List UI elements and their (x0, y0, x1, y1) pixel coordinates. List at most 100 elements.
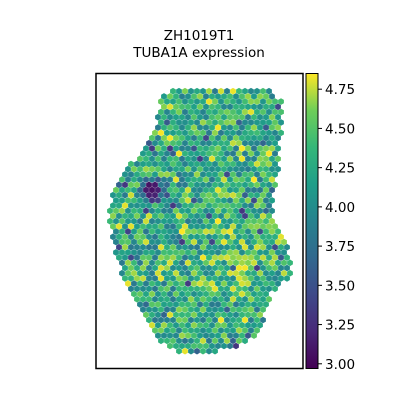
expression-spot (167, 238, 173, 246)
expression-spot (209, 165, 215, 173)
expression-spot (161, 332, 167, 339)
expression-spot (221, 290, 227, 298)
expression-spot (164, 254, 170, 261)
expression-spot (167, 176, 173, 183)
expression-spot (215, 269, 221, 277)
expression-spot (236, 264, 242, 272)
expression-spot (245, 176, 251, 183)
expression-spot (158, 129, 164, 137)
expression-spot (149, 165, 155, 173)
expression-spot (206, 243, 212, 251)
expression-spot (200, 129, 206, 137)
expression-spot (155, 301, 161, 308)
expression-spot (155, 176, 161, 183)
expression-spot (122, 243, 128, 251)
expression-spot (137, 238, 143, 246)
expression-spot (155, 311, 161, 319)
expression-spot (116, 181, 122, 189)
expression-spot (242, 87, 248, 95)
expression-spot (179, 103, 185, 111)
expression-spot (155, 332, 161, 339)
expression-spot (230, 295, 236, 303)
colorbar-tick-label: 3.50 (325, 278, 355, 294)
expression-spot (128, 171, 134, 178)
expression-spot (224, 119, 230, 126)
expression-spot (209, 259, 215, 267)
expression-spot (134, 223, 140, 230)
expression-spot (254, 129, 260, 137)
expression-spot (212, 212, 218, 220)
expression-spot (116, 223, 122, 230)
expression-spot (266, 233, 272, 241)
expression-spot (146, 316, 152, 324)
expression-spot (203, 186, 209, 194)
expression-spot (278, 98, 284, 105)
expression-spot (164, 243, 170, 251)
expression-spot (176, 108, 182, 116)
expression-spot (149, 228, 155, 235)
expression-spot (281, 249, 287, 256)
expression-spot (131, 249, 137, 256)
expression-spot (260, 285, 266, 293)
expression-spot (230, 233, 236, 241)
expression-spot (167, 342, 173, 350)
expression-spot (221, 207, 227, 215)
expression-spot (173, 93, 179, 100)
expression-spot (191, 332, 197, 339)
expression-spot (191, 249, 197, 256)
expression-spot (260, 191, 266, 199)
expression-spot (218, 171, 224, 178)
expression-spot (248, 264, 254, 272)
expression-spot (275, 259, 281, 267)
expression-spot (239, 228, 245, 235)
expression-spot (209, 217, 215, 225)
expression-spot (272, 285, 278, 293)
expression-spot (200, 202, 206, 209)
expression-spot (200, 108, 206, 116)
expression-spot (224, 160, 230, 168)
expression-spot (176, 191, 182, 199)
expression-spot (194, 295, 200, 303)
expression-spot (269, 259, 275, 267)
expression-spot (128, 202, 134, 209)
expression-spot (257, 113, 263, 121)
expression-spot (230, 129, 236, 137)
expression-spot (143, 290, 149, 298)
expression-spot (134, 212, 140, 220)
expression-spot (260, 108, 266, 116)
expression-spot (245, 269, 251, 277)
expression-spot (149, 134, 155, 142)
expression-spot (269, 238, 275, 246)
expression-spot (218, 275, 224, 282)
expression-spot (266, 285, 272, 293)
expression-spot (203, 280, 209, 287)
expression-spot (233, 113, 239, 121)
expression-spot (209, 228, 215, 235)
expression-spot (182, 160, 188, 168)
expression-spot (230, 150, 236, 157)
expression-spot (260, 254, 266, 261)
expression-spot (128, 233, 134, 241)
expression-spot (173, 113, 179, 121)
expression-spot (176, 316, 182, 324)
expression-spot (218, 108, 224, 116)
expression-spot (200, 347, 206, 355)
expression-spot (191, 145, 197, 152)
expression-spot (164, 119, 170, 126)
expression-spot (272, 275, 278, 282)
expression-spot (125, 269, 131, 277)
expression-spot (179, 269, 185, 277)
expression-spot (221, 145, 227, 152)
expression-spot (206, 254, 212, 261)
expression-spot (239, 311, 245, 319)
expression-spot (257, 155, 263, 163)
expression-spot (272, 129, 278, 137)
expression-spot (239, 321, 245, 329)
expression-spot (167, 321, 173, 329)
expression-spot (149, 155, 155, 163)
expression-spot (182, 150, 188, 157)
colorbar-tick-label: 4.50 (325, 121, 355, 137)
expression-spot (137, 217, 143, 225)
expression-spot (221, 280, 227, 287)
expression-spot (152, 223, 158, 230)
